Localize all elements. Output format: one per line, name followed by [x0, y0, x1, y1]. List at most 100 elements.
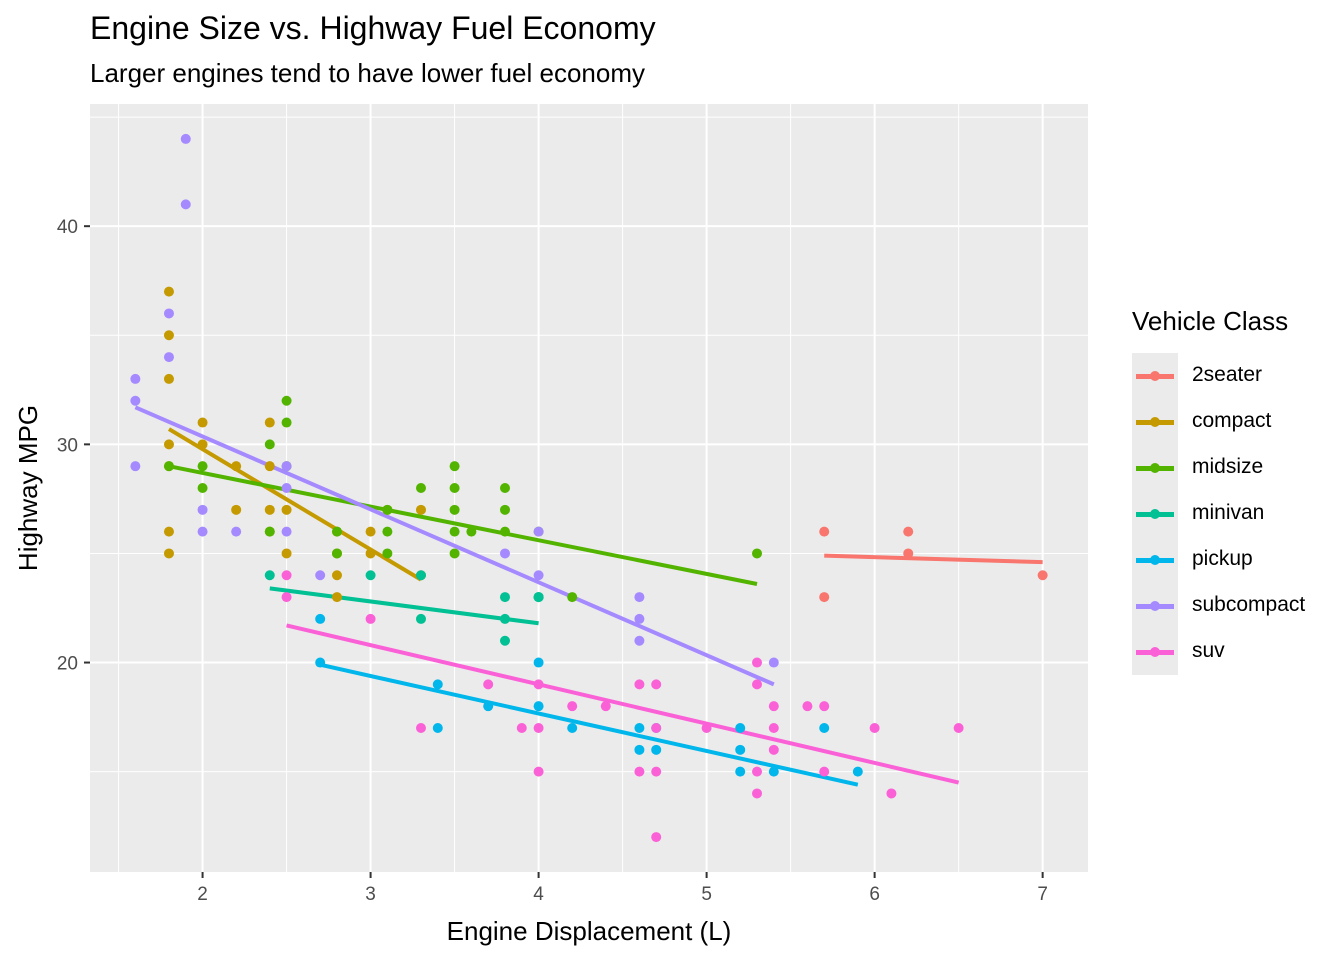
point-pickup — [432, 679, 443, 690]
legend-label: minivan — [1192, 501, 1265, 524]
point-suv — [752, 788, 763, 799]
y-tick-label: 20 — [57, 654, 78, 675]
x-tick-label: 6 — [869, 884, 880, 905]
point-compact — [264, 461, 275, 472]
point-suv — [768, 744, 779, 755]
point-pickup — [533, 701, 544, 712]
legend-point-icon — [1150, 509, 1160, 519]
point-midsize — [382, 548, 393, 559]
legend-label: 2seater — [1192, 363, 1263, 386]
point-subcompact — [231, 526, 242, 537]
point-2seater — [903, 526, 914, 537]
x-tick-label: 2 — [197, 884, 208, 905]
point-suv — [365, 613, 376, 624]
point-minivan — [415, 613, 426, 624]
point-midsize — [499, 483, 510, 493]
grid-major — [90, 104, 1088, 872]
point-suv — [281, 592, 292, 603]
point-subcompact — [197, 526, 208, 537]
point-midsize — [331, 526, 342, 537]
y-axis-title: Highway MPG — [13, 405, 43, 571]
point-suv — [819, 701, 830, 712]
legend-point-icon — [1150, 601, 1160, 611]
legend-label: pickup — [1192, 547, 1253, 570]
point-pickup — [735, 744, 746, 755]
point-2seater — [903, 548, 914, 559]
point-compact — [231, 461, 242, 472]
legend-label: suv — [1192, 639, 1225, 662]
point-midsize — [466, 526, 477, 537]
point-midsize — [567, 592, 578, 603]
point-suv — [415, 723, 426, 733]
point-compact — [163, 548, 174, 559]
point-minivan — [499, 613, 510, 624]
fit-line-minivan — [269, 586, 539, 626]
point-midsize — [281, 395, 292, 406]
fit-line-midsize — [168, 464, 758, 586]
fit-line-suv — [286, 623, 960, 785]
point-suv — [483, 679, 494, 690]
point-suv — [634, 766, 645, 777]
point-subcompact — [180, 133, 191, 144]
point-suv — [281, 570, 292, 581]
point-minivan — [499, 635, 510, 646]
legend-item-subcompact: subcompact — [1132, 583, 1305, 629]
point-subcompact — [130, 461, 141, 472]
legend-item-minivan: minivan — [1132, 491, 1264, 537]
point-midsize — [449, 461, 460, 472]
y-tick-label: 30 — [57, 435, 78, 456]
point-midsize — [382, 526, 393, 537]
point-suv — [752, 679, 763, 690]
point-subcompact — [499, 548, 510, 559]
point-pickup — [735, 766, 746, 777]
point-minivan — [365, 570, 376, 581]
point-compact — [231, 504, 242, 515]
point-minivan — [415, 570, 426, 581]
legend-label: subcompact — [1192, 593, 1306, 616]
point-suv — [533, 723, 544, 733]
point-suv — [819, 766, 830, 777]
legend: Vehicle Class 2seater compact midsize miniv… — [1132, 306, 1305, 675]
point-subcompact — [197, 504, 208, 515]
point-midsize — [449, 548, 460, 559]
y-tick-label: 40 — [57, 217, 78, 238]
point-pickup — [768, 766, 779, 777]
point-suv — [651, 723, 662, 733]
point-compact — [281, 548, 292, 559]
fit-line-2seater — [824, 553, 1043, 565]
point-suv — [752, 766, 763, 777]
point-suv — [886, 788, 897, 799]
data-points — [130, 133, 1048, 843]
point-minivan — [533, 592, 544, 603]
y-axis: 20 30 40 — [57, 217, 90, 675]
point-minivan — [499, 592, 510, 603]
point-midsize — [499, 504, 510, 515]
point-compact — [264, 417, 275, 428]
legend-item-compact: compact — [1132, 399, 1271, 445]
point-pickup — [432, 723, 443, 733]
legend-point-icon — [1150, 463, 1160, 473]
plot-panel — [90, 104, 1088, 872]
point-compact — [264, 504, 275, 515]
point-suv — [768, 723, 779, 733]
point-midsize — [415, 483, 426, 493]
point-midsize — [281, 417, 292, 428]
point-midsize — [264, 439, 275, 450]
point-compact — [163, 330, 174, 341]
point-pickup — [315, 657, 326, 668]
point-subcompact — [281, 461, 292, 472]
point-pickup — [567, 723, 578, 733]
x-tick-label: 3 — [365, 884, 376, 905]
legend-item-midsize: midsize — [1132, 445, 1263, 491]
point-subcompact — [533, 526, 544, 537]
chart-subtitle: Larger engines tend to have lower fuel e… — [90, 58, 646, 88]
point-compact — [163, 373, 174, 384]
point-suv — [600, 701, 611, 712]
point-compact — [331, 592, 342, 603]
point-pickup — [819, 723, 830, 733]
legend-item-pickup: pickup — [1132, 537, 1253, 583]
point-subcompact — [281, 483, 292, 493]
point-suv — [567, 701, 578, 712]
point-suv — [516, 723, 527, 733]
